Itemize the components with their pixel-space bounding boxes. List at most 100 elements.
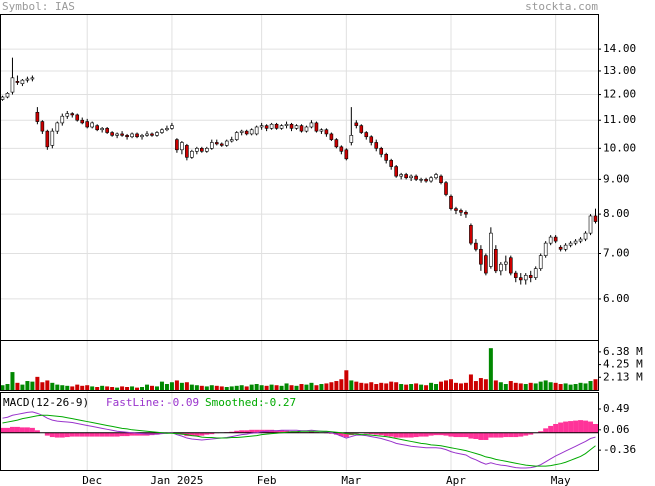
- volume-bar: [463, 382, 468, 390]
- candle-body: [125, 135, 129, 138]
- volume-bar: [583, 383, 588, 390]
- volume-bar: [224, 387, 229, 390]
- volume-bar: [349, 380, 354, 390]
- candle-body: [35, 111, 40, 122]
- candle-body: [548, 236, 553, 244]
- histogram-bar: [418, 432, 424, 437]
- volume-bar: [448, 379, 453, 390]
- volume-bar: [55, 384, 60, 390]
- y-tick-label: 7.00: [603, 246, 630, 259]
- volume-bar: [424, 385, 429, 390]
- histogram-bar: [593, 423, 598, 433]
- volume-bar: [174, 380, 179, 390]
- volume-bar: [115, 387, 120, 390]
- histogram-bar: [373, 432, 379, 435]
- candle-body: [30, 77, 35, 80]
- histogram-bar: [513, 432, 519, 438]
- candle-body: [185, 145, 189, 158]
- candle-body: [115, 133, 119, 136]
- candle-body: [214, 142, 219, 145]
- y-tick-label: 6.00: [603, 292, 630, 305]
- histogram-bar: [239, 430, 245, 433]
- candle-body: [409, 175, 413, 179]
- candle-body: [10, 77, 15, 93]
- volume-bar: [429, 382, 434, 390]
- volume-bar: [90, 386, 95, 390]
- volume-bar: [468, 374, 473, 390]
- histogram-bar: [443, 432, 449, 436]
- candle-body: [80, 119, 85, 124]
- histogram-bar: [274, 430, 280, 433]
- histogram-bar: [249, 429, 255, 433]
- x-tick-label: Jan 2025: [150, 474, 203, 486]
- histogram-bar: [408, 432, 414, 438]
- volume-bar: [100, 385, 105, 390]
- candle-body: [60, 115, 65, 124]
- histogram-bar: [234, 430, 240, 433]
- volume-bar: [483, 379, 488, 390]
- macd-line: [2, 411, 596, 469]
- volume-bar: [478, 378, 483, 390]
- volume-bar: [508, 381, 513, 390]
- histogram-bar: [448, 432, 454, 437]
- histogram-bar: [114, 432, 120, 437]
- volume-bar: [593, 379, 598, 390]
- candle-body: [85, 121, 90, 128]
- candle-body: [284, 123, 289, 126]
- volume-bar: [503, 384, 508, 390]
- candle-body: [180, 142, 184, 151]
- histogram-bar: [189, 432, 195, 437]
- macd-title: MACD(12-26-9): [3, 396, 89, 409]
- candle-body: [469, 225, 473, 244]
- volume-bar: [204, 386, 209, 390]
- volume-bar: [214, 385, 219, 390]
- candle-body: [538, 255, 543, 269]
- volume-bar: [289, 385, 294, 390]
- candle-body: [170, 125, 174, 129]
- volume-bar: [85, 385, 90, 390]
- x-tick-label: Feb: [257, 474, 277, 486]
- volume-bar: [488, 348, 493, 390]
- volume-bar: [45, 380, 50, 390]
- x-tick-label: May: [551, 474, 571, 486]
- histogram-bar: [134, 432, 140, 436]
- histogram-bar: [194, 432, 200, 437]
- volume-bar: [344, 370, 349, 390]
- candle-body: [140, 135, 144, 138]
- histogram-bar: [343, 432, 349, 438]
- candle-body: [234, 132, 239, 140]
- histogram-bar: [508, 432, 514, 438]
- fast-label: FastLine:: [106, 396, 166, 409]
- histogram-bar: [473, 432, 479, 440]
- candle-body: [404, 174, 408, 179]
- volume-bar: [568, 384, 573, 390]
- volume-bar: [95, 387, 100, 390]
- histogram-bar: [94, 432, 100, 437]
- volume-bar: [254, 384, 259, 390]
- candle-body: [55, 122, 60, 132]
- candle-body: [444, 182, 448, 195]
- candle-body: [354, 122, 359, 126]
- histogram-bar: [209, 432, 215, 435]
- histogram-bar: [478, 432, 484, 440]
- candle-body: [105, 128, 109, 133]
- candle-body: [508, 257, 513, 274]
- volume-bar: [314, 385, 319, 390]
- candle-body: [269, 123, 274, 129]
- candle-body: [100, 128, 104, 131]
- y-tick-label: -0.36: [603, 443, 636, 456]
- candle-body: [224, 140, 229, 146]
- volume-bar: [229, 386, 234, 390]
- volume-bar: [75, 384, 80, 390]
- histogram-bar: [84, 432, 90, 437]
- histogram-bar: [578, 420, 584, 433]
- histogram-bar: [483, 432, 489, 440]
- volume-bar: [553, 382, 558, 390]
- candle-body: [209, 142, 214, 149]
- candle-body: [40, 121, 45, 132]
- candle-body: [394, 166, 398, 177]
- candle-body: [155, 132, 159, 136]
- volume-bar: [518, 383, 523, 390]
- histogram-bar: [29, 427, 35, 433]
